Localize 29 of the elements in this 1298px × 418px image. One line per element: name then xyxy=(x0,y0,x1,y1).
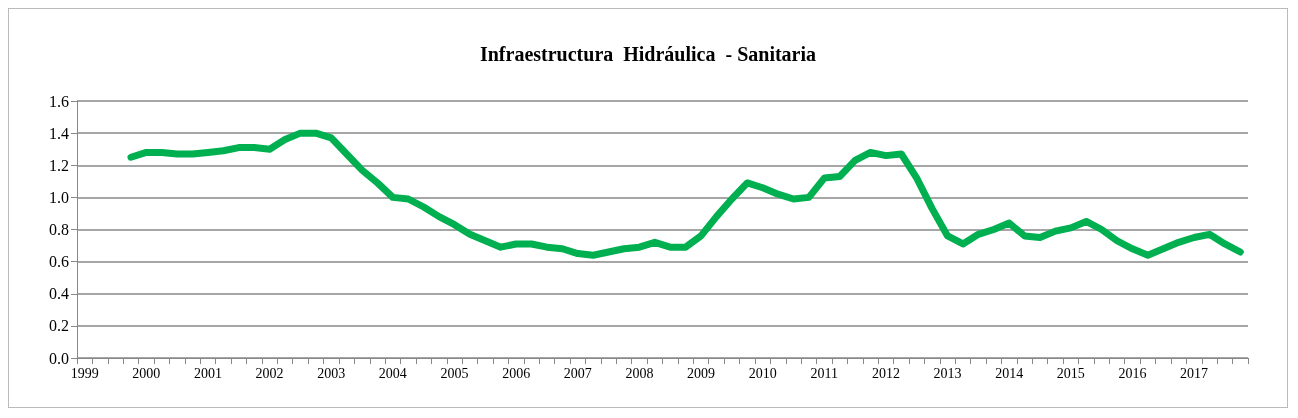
y-tick-label: 0.2 xyxy=(49,317,69,335)
x-tick-label: 2003 xyxy=(317,365,346,381)
y-tick-label: 1.0 xyxy=(49,188,69,206)
x-tick-label: 2014 xyxy=(995,365,1024,381)
y-tick-label: 0.0 xyxy=(49,349,69,367)
y-tick-label: 1.4 xyxy=(49,124,69,142)
x-tick-label: 2001 xyxy=(193,365,222,381)
x-tick-label: 2008 xyxy=(625,365,654,381)
y-tick-label: 0.6 xyxy=(49,253,69,271)
x-tick-label: 2017 xyxy=(1180,365,1209,381)
chart-title: Infraestructura Hidráulica - Sanitaria xyxy=(479,43,817,65)
x-tick-label: 2012 xyxy=(871,365,900,381)
x-tick-label: 2011 xyxy=(810,365,839,381)
x-tick-label: 2000 xyxy=(132,365,161,381)
y-tick-label: 0.8 xyxy=(49,221,69,238)
x-tick-label: 2013 xyxy=(933,365,962,381)
y-tick-label: 1.6 xyxy=(49,92,69,110)
x-tick-label: 2009 xyxy=(687,365,716,381)
x-tick-label: 2015 xyxy=(1056,365,1085,381)
x-tick-label: 2002 xyxy=(255,365,284,381)
y-tick-label: 1.2 xyxy=(49,156,69,174)
x-tick-label: 1999 xyxy=(70,365,99,381)
x-tick-label: 2004 xyxy=(378,365,407,381)
x-tick-label: 2006 xyxy=(502,365,531,381)
x-tick-label: 2016 xyxy=(1118,365,1147,381)
x-tick-label: 2005 xyxy=(440,365,469,381)
y-tick-label: 0.4 xyxy=(49,285,69,303)
x-tick-label: 2007 xyxy=(563,365,592,381)
x-tick-label: 2010 xyxy=(748,365,777,381)
